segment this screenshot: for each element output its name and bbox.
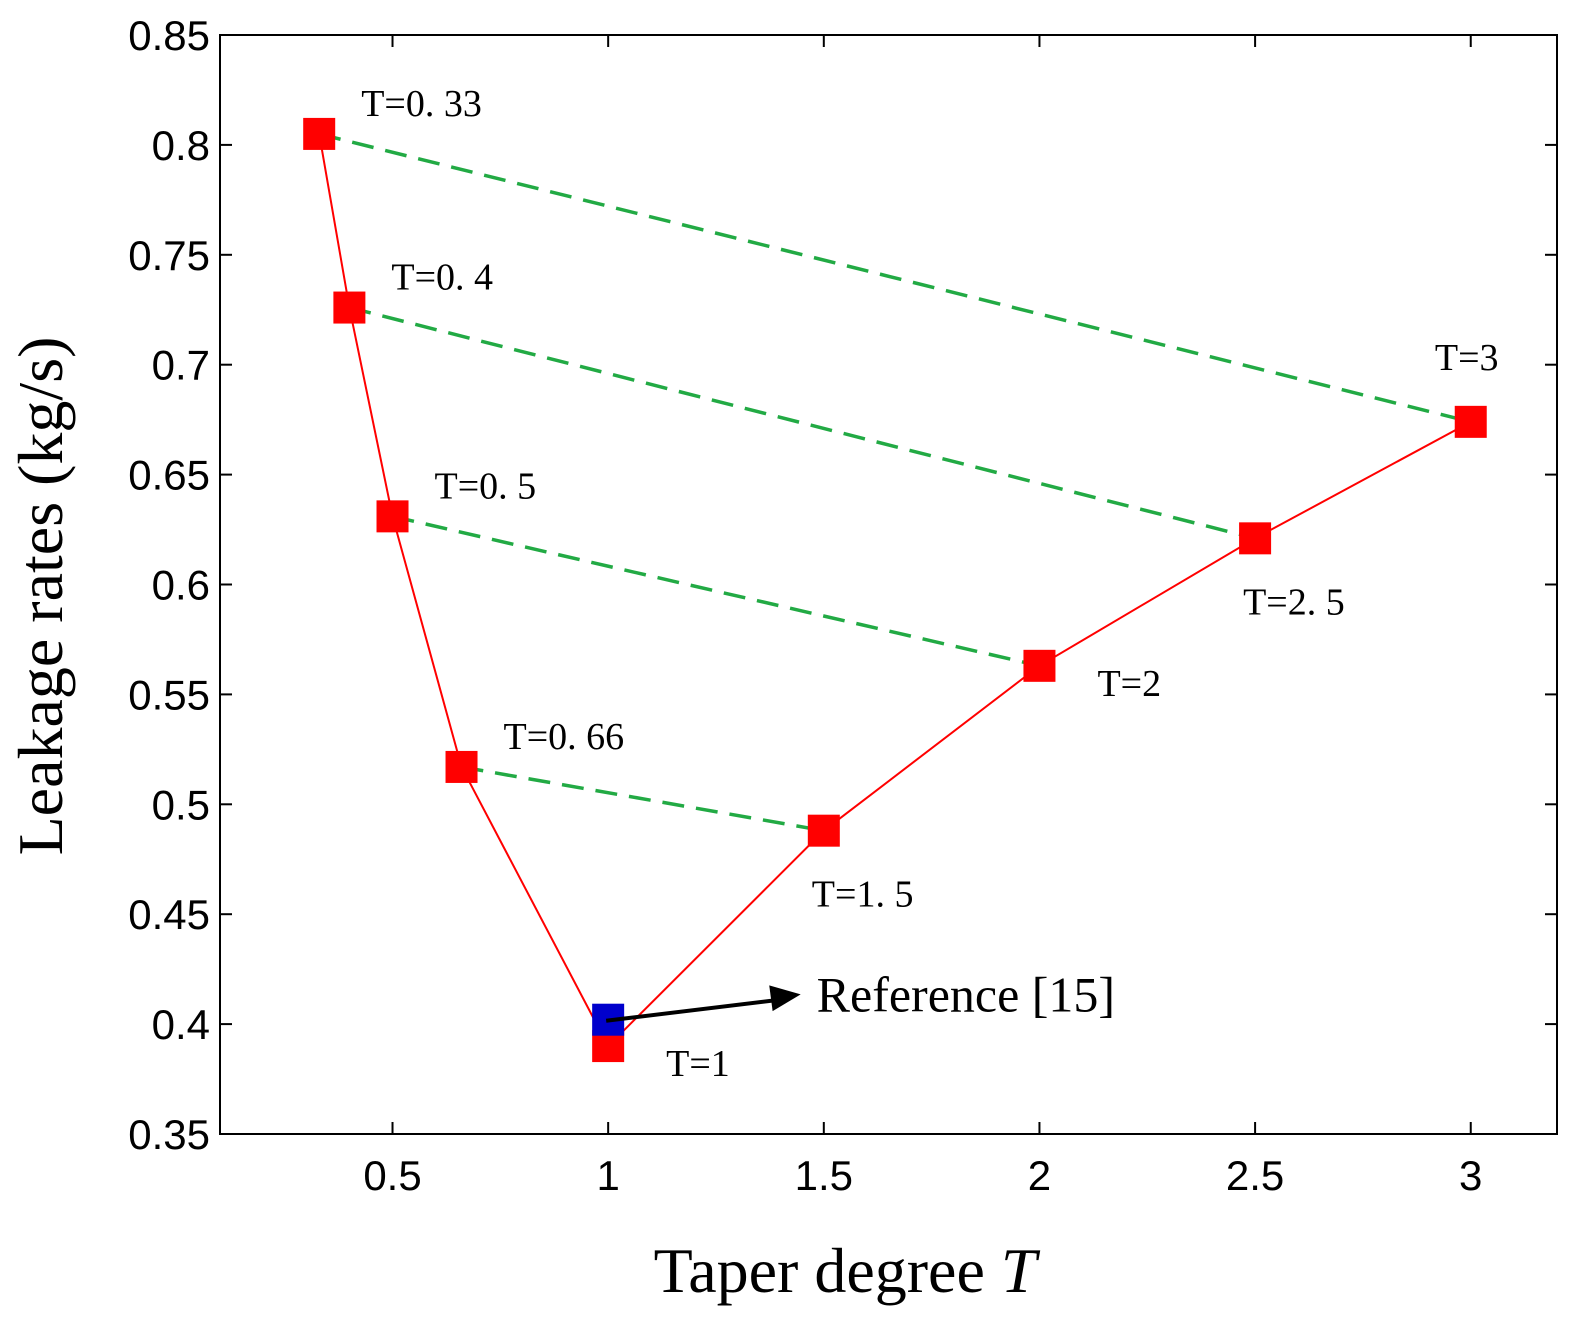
x-tick-label: 1	[596, 1152, 619, 1199]
y-tick-label: 0.75	[128, 232, 210, 279]
point-label: T=1	[666, 1043, 730, 1085]
y-tick-label: 0.7	[152, 342, 210, 389]
y-tick-label: 0.55	[128, 671, 210, 718]
data-point-marker	[1239, 522, 1272, 555]
y-tick-label: 0.4	[152, 1001, 210, 1048]
data-point-marker	[333, 291, 366, 324]
data-point-marker	[376, 500, 409, 533]
pair-dashed-line	[348, 305, 1256, 541]
y-axis-title: Leakage rates (kg/s)	[5, 337, 76, 856]
axes-layer: 0.5 1 1.5 2 2.5 3 0.35 0.4 0.45 0.5 0.55 0.6 0.65 0.7…	[128, 12, 1558, 1199]
pair-lines-layer	[318, 132, 1472, 833]
y-tick-label: 0.6	[152, 562, 210, 609]
point-label: T=3	[1435, 337, 1499, 379]
point-label: T=0. 5	[435, 465, 537, 507]
point-label: T=2	[1097, 663, 1161, 705]
x-tick-label: 0.5	[363, 1152, 421, 1199]
reference-arrow-shaft	[605, 997, 783, 1023]
data-point-marker	[807, 814, 840, 847]
pair-dashed-line	[392, 514, 1040, 668]
point-label: T=1. 5	[812, 874, 914, 916]
markers-layer	[303, 117, 1487, 1063]
reference-layer: Reference [15]	[592, 966, 1115, 1036]
x-tick-label: 2.5	[1226, 1152, 1284, 1199]
y-tick-label: 0.85	[128, 12, 210, 59]
pair-dashed-line	[461, 765, 825, 833]
point-label: T=0. 4	[391, 257, 493, 299]
point-label: T=2. 5	[1243, 581, 1345, 623]
data-point-marker	[445, 750, 478, 783]
y-tick-label: 0.65	[128, 452, 210, 499]
y-tick-label: 0.5	[152, 781, 210, 828]
x-tick-label: 3	[1459, 1152, 1482, 1199]
point-labels-layer: T=0. 33 T=0. 4 T=0. 5 T=0. 66 T=1 T=1. 5 T=2 T=…	[361, 83, 1498, 1085]
x-axis-title: Taper degree T	[654, 1235, 1041, 1306]
y-tick-label: 0.35	[128, 1111, 210, 1158]
y-tick-label: 0.45	[128, 891, 210, 938]
data-point-marker	[303, 117, 336, 150]
reference-label: Reference [15]	[817, 966, 1115, 1022]
point-label: T=0. 66	[504, 716, 625, 758]
axis-titles-layer: Taper degree T Leakage rates (kg/s)	[5, 337, 1041, 1306]
y-tick-label: 0.8	[152, 122, 210, 169]
data-point-marker	[1454, 405, 1487, 438]
point-label: T=0. 33	[361, 83, 482, 125]
x-tick-label: 1.5	[795, 1152, 853, 1199]
x-tick-label: 2	[1028, 1152, 1051, 1199]
reference-arrow-head	[769, 985, 801, 1012]
pair-dashed-line	[318, 132, 1472, 424]
data-point-marker	[1023, 649, 1056, 682]
